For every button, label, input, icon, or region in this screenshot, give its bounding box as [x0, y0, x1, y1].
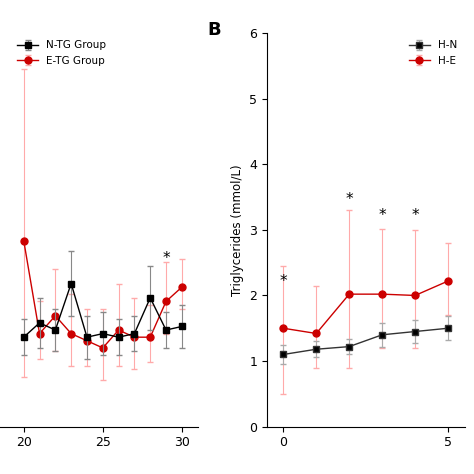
Legend: H-N, H-E: H-N, H-E: [405, 36, 461, 70]
Text: *: *: [280, 274, 287, 289]
Text: B: B: [208, 21, 221, 39]
Text: *: *: [378, 209, 386, 223]
Text: *: *: [346, 192, 353, 207]
Text: *: *: [162, 251, 170, 265]
Text: *: *: [411, 209, 419, 223]
Legend: N-TG Group, E-TG Group: N-TG Group, E-TG Group: [13, 36, 110, 70]
Y-axis label: Triglycerides (mmol/L): Triglycerides (mmol/L): [230, 164, 244, 296]
